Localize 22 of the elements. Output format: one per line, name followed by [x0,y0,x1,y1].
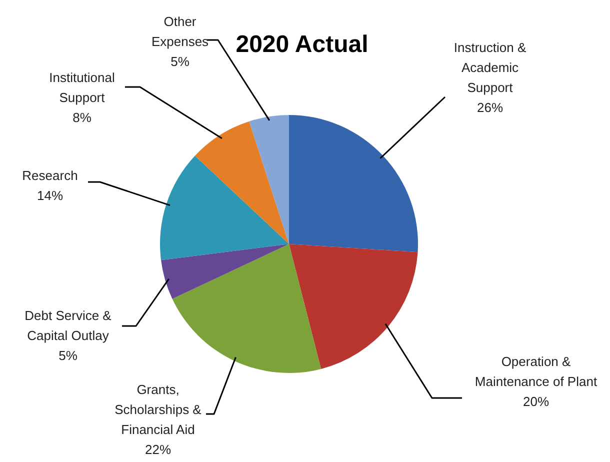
slice-label: Instruction & Academic Support [454,40,526,95]
pie-slice [194,121,289,244]
data-label: 5% [58,348,78,363]
slice-label: Debt Service & Capital Outlay [24,308,112,343]
pie-slice [172,244,322,373]
slice-label: Operation & Maintenance of Plant [474,354,598,389]
slice-label: Institutional Support [49,70,115,105]
slice-label: Grants, Scholarships & Financial Aid [114,382,202,437]
data-label: 5% [170,54,190,69]
data-label: 22% [144,442,172,457]
pie-slice [289,244,418,369]
pie-slice [161,244,289,299]
pie-slice [249,115,289,244]
pie-slice [289,115,418,252]
data-label: 26% [476,100,504,115]
data-label: 8% [72,110,92,125]
data-label: 20% [522,394,550,409]
slice-label: Other Expenses [151,14,210,49]
data-label: 14% [36,188,64,203]
slice-label: Research [22,168,78,183]
text: 2020 Actual [236,31,368,58]
pie-slice [160,156,289,260]
